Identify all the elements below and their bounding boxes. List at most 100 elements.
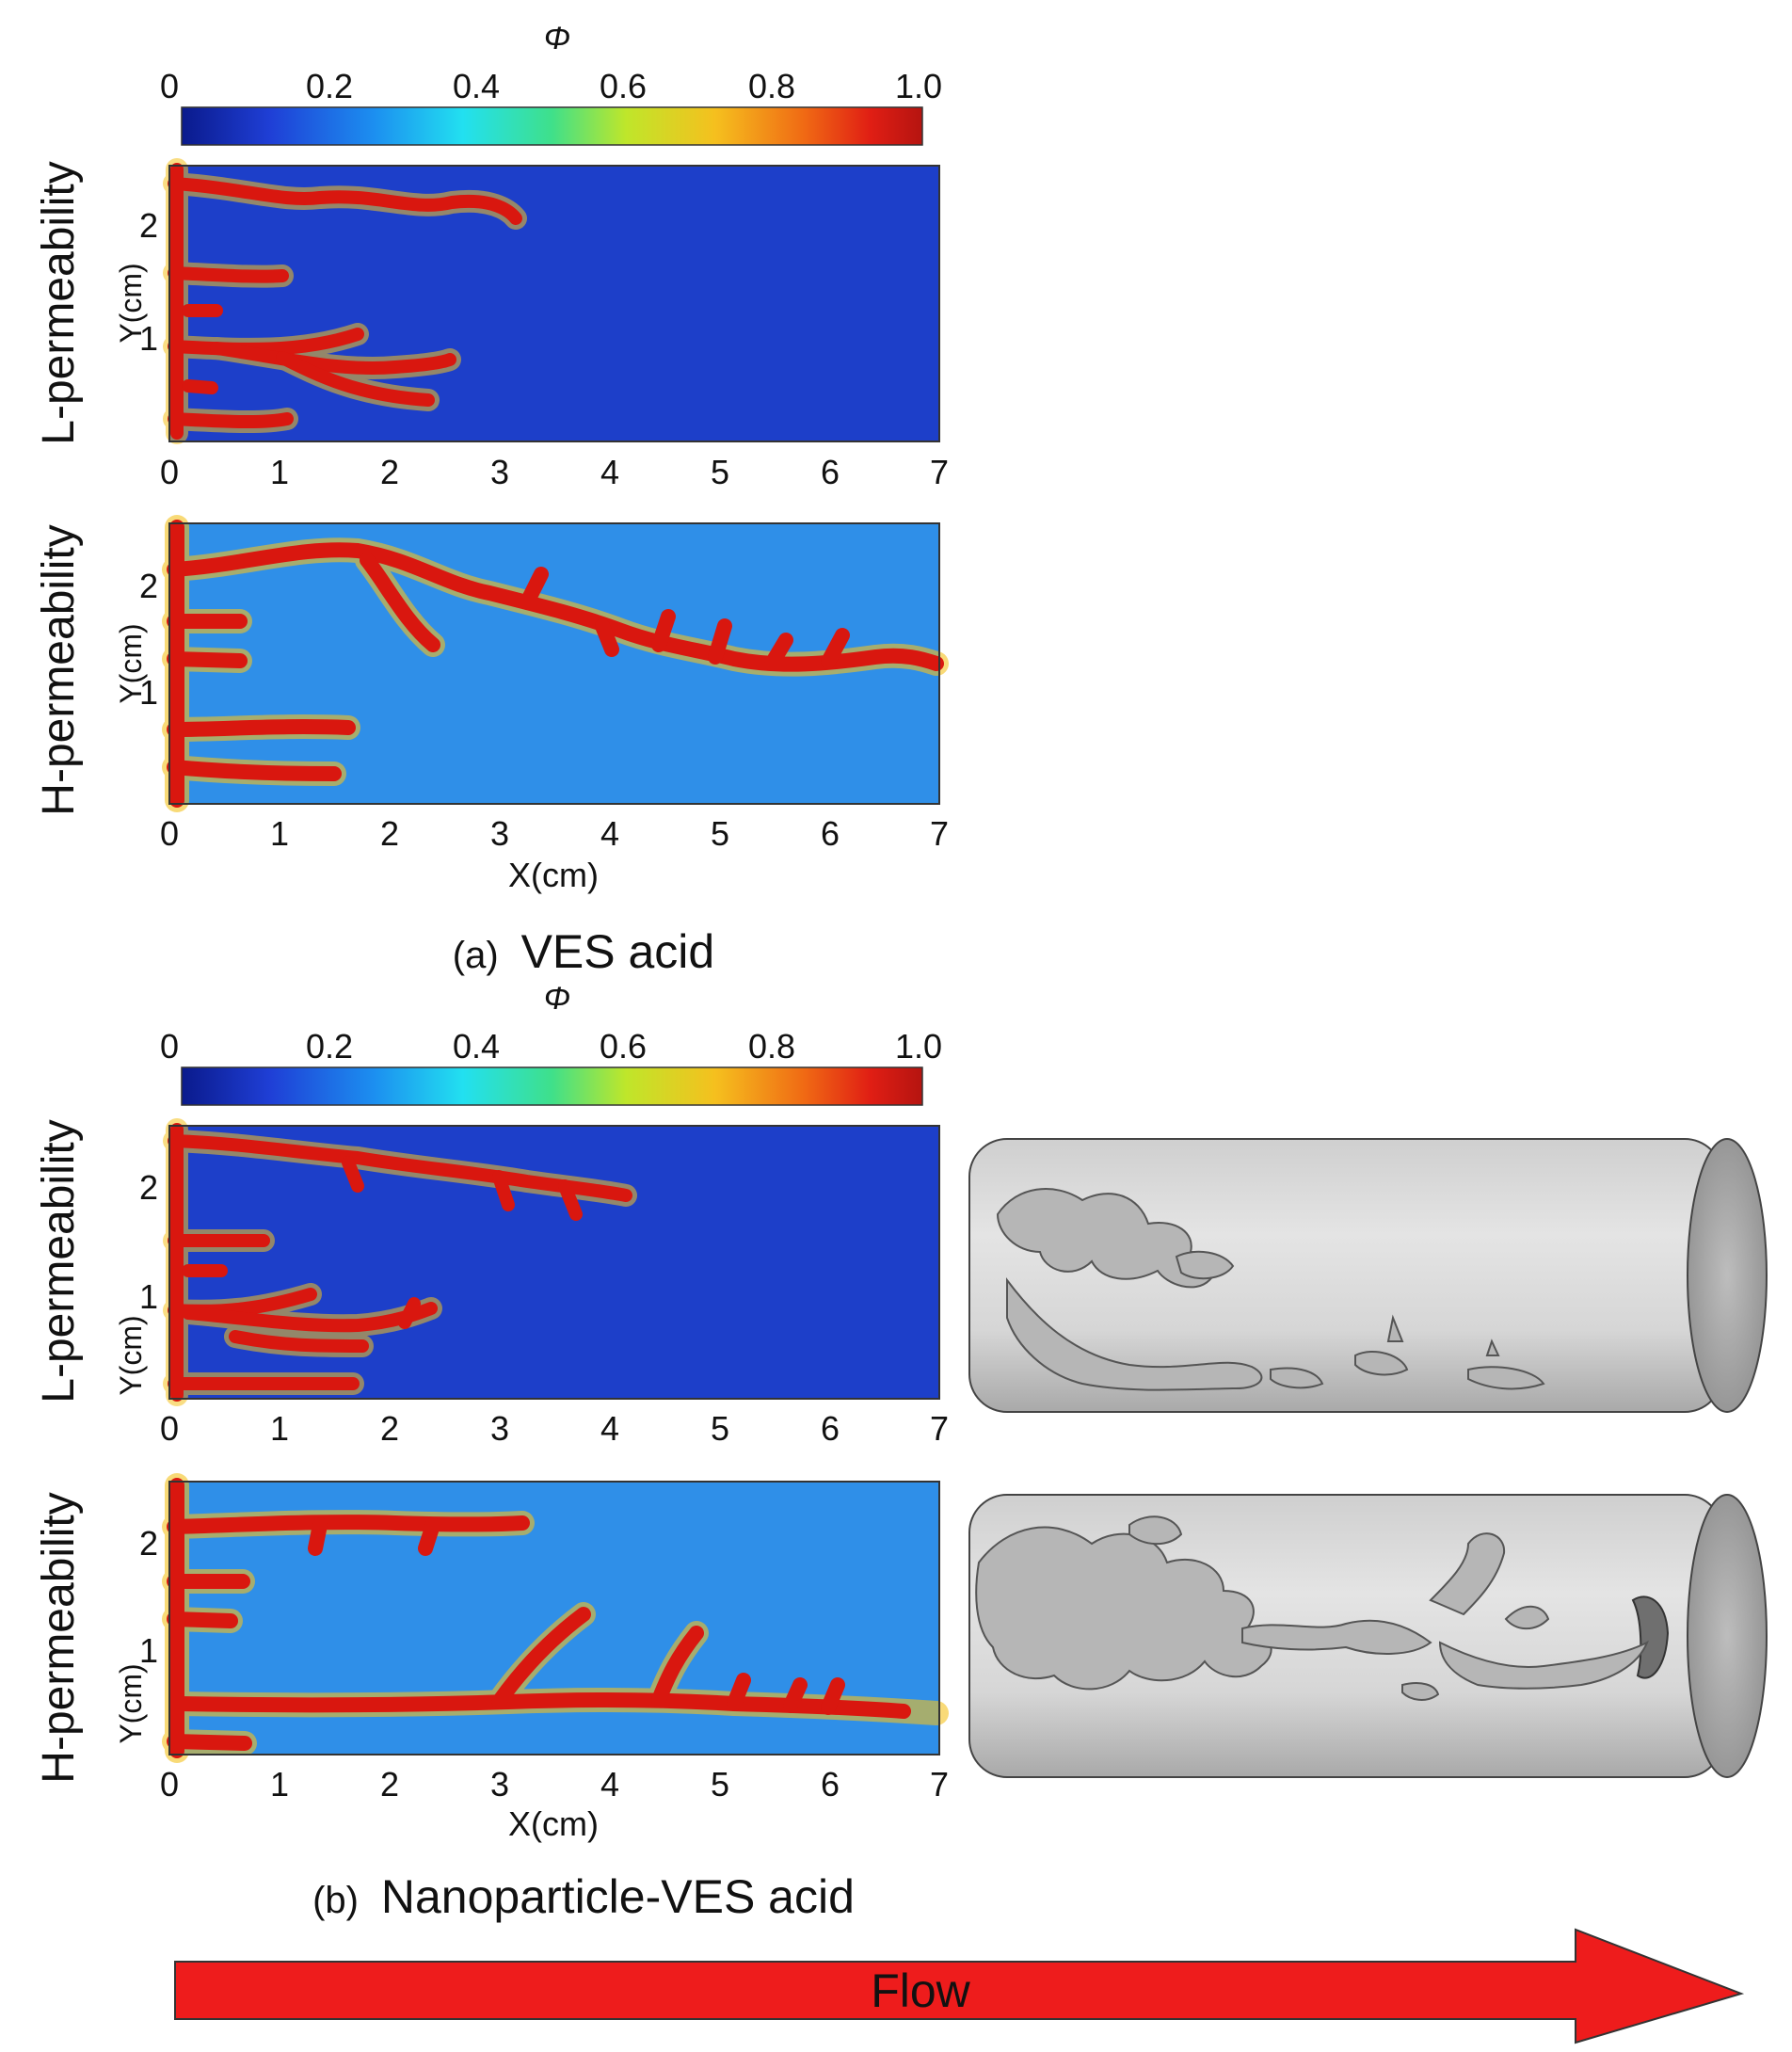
wormhole-surface	[996, 1188, 1545, 1391]
flow-arrow: Flow	[174, 1928, 1745, 2044]
map-b-low-permeability	[163, 1118, 940, 1406]
y-axis-label: Y(cm)	[114, 623, 148, 703]
flow-label: Flow	[871, 1964, 970, 2017]
y-tick-label: 1	[139, 673, 158, 712]
x-tick-label: 6	[821, 1409, 840, 1448]
colorbar-tick-label: 0.4	[453, 1027, 500, 1066]
y-tick-label: 2	[139, 1524, 158, 1563]
x-tick-label: 6	[821, 1765, 840, 1804]
x-tick-label: 1	[270, 1409, 289, 1448]
panel-a: Φ 0 0.2 0.4 0.6 0.8 1.0	[34, 21, 949, 978]
x-tick-label: 4	[600, 814, 619, 853]
map-background	[169, 166, 939, 441]
colorbar-tick-label: 0.4	[453, 67, 500, 105]
wormhole-channels	[163, 158, 527, 444]
y-tick-label: 1	[139, 1277, 158, 1316]
x-tick-label: 5	[711, 1765, 729, 1804]
map-frame	[168, 1125, 940, 1400]
x-tick-label: 6	[821, 453, 840, 491]
x-tick-label: 0	[160, 1409, 179, 1448]
colorbar-gradient	[181, 1066, 923, 1106]
y-tick-label: 1	[139, 319, 158, 358]
map-frame	[168, 1481, 940, 1755]
x-tick-label: 4	[600, 1765, 619, 1804]
colorbar-tick-label: 0.8	[748, 1027, 795, 1066]
caption-a: (a) VES acid	[453, 925, 714, 978]
x-tick-label: 2	[380, 1765, 399, 1804]
x-tick-label: 7	[930, 1765, 949, 1804]
map-frame	[168, 165, 940, 442]
cylinder-high-permeability	[968, 1494, 1768, 1778]
y-tick-label: 2	[139, 567, 158, 605]
colorbar-tick-label: 0.8	[748, 67, 795, 105]
x-tick-label: 0	[160, 1765, 179, 1804]
axes-b: 0 1 2 3 4 5 6 7 1 2 Y(cm) L-permeability…	[34, 1119, 949, 1843]
x-tick-label: 3	[490, 814, 509, 853]
y-axis-label: Y(cm)	[114, 1663, 148, 1743]
x-tick-label: 1	[270, 1765, 289, 1804]
x-axis-label: X(cm)	[508, 1804, 599, 1843]
cylinder-low-permeability	[968, 1138, 1768, 1413]
y-tick-label: 2	[139, 1168, 158, 1207]
x-tick-label: 2	[380, 1409, 399, 1448]
panel-b: Φ 0 0.2 0.4 0.6 0.8 1.0	[34, 981, 1768, 1923]
x-tick-label: 5	[711, 814, 729, 853]
colorbar-tick-label: 0	[160, 67, 179, 105]
colorbar-tick-label: 1.0	[895, 1027, 942, 1066]
x-tick-label: 3	[490, 453, 509, 491]
wormhole-channels	[163, 1118, 637, 1406]
row-label-low: L-permeability	[34, 1119, 84, 1403]
x-tick-label: 7	[930, 1409, 949, 1448]
y-axis-label: Y(cm)	[114, 263, 148, 343]
x-tick-label: 0	[160, 453, 179, 491]
caption-prefix: (b)	[312, 1880, 359, 1921]
caption-prefix: (a)	[453, 935, 499, 976]
map-background	[169, 1126, 939, 1399]
colorbar-tick-label: 0.2	[306, 1027, 353, 1066]
map-frame	[168, 522, 940, 805]
x-tick-label: 4	[600, 453, 619, 491]
core-end-cap	[1687, 1494, 1768, 1778]
x-tick-label: 1	[270, 453, 289, 491]
wormhole-surface	[975, 1515, 1649, 1701]
caption-text: Nanoparticle-VES acid	[381, 1870, 855, 1923]
x-tick-label: 6	[821, 814, 840, 853]
wormhole-channels	[162, 515, 949, 812]
colorbar-tick-label: 0.2	[306, 67, 353, 105]
colorbar-a: Φ 0 0.2 0.4 0.6 0.8 1.0	[160, 21, 942, 146]
colorbar-tick-label: 0.6	[600, 1027, 647, 1066]
x-tick-label: 0	[160, 814, 179, 853]
flow-arrow-shape	[174, 1928, 1745, 2044]
y-tick-label: 2	[139, 206, 158, 245]
colorbar-tick-label: 0.6	[600, 67, 647, 105]
x-tick-label: 2	[380, 814, 399, 853]
colorbar-b: Φ 0 0.2 0.4 0.6 0.8 1.0	[160, 981, 942, 1106]
row-label-high: H-permeability	[34, 524, 84, 815]
core-end-cap	[1687, 1138, 1768, 1413]
x-axis-label: X(cm)	[508, 856, 599, 894]
y-axis-label: Y(cm)	[114, 1315, 148, 1395]
core-outlet-breakthrough	[1631, 1595, 1670, 1679]
x-tick-label: 7	[930, 453, 949, 491]
row-label-low: L-permeability	[34, 161, 84, 444]
x-tick-label: 3	[490, 1765, 509, 1804]
x-tick-label: 2	[380, 453, 399, 491]
caption-b: (b) Nanoparticle-VES acid	[312, 1870, 855, 1923]
row-label-high: H-permeability	[34, 1492, 84, 1783]
map-a-low-permeability	[163, 158, 940, 444]
colorbar-tick-label: 1.0	[895, 67, 942, 105]
x-tick-label: 7	[930, 814, 949, 853]
y-tick-label: 1	[139, 1631, 158, 1670]
svg-text:(b) Nanoparticle-VES a: (b) Nanoparticle-VES acid	[312, 1870, 855, 1923]
map-a-high-permeability	[162, 515, 949, 812]
svg-text:(a) VES acid: (a) VES acid	[453, 925, 714, 978]
colorbar-gradient	[181, 106, 923, 146]
x-tick-label: 3	[490, 1409, 509, 1448]
colorbar-symbol: Φ	[544, 981, 570, 1017]
axes-a: 0 1 2 3 4 5 6 7 1 2 Y(cm) L-permeability…	[34, 161, 949, 894]
x-tick-label: 5	[711, 453, 729, 491]
map-b-high-permeability	[162, 1473, 949, 1763]
caption-text: VES acid	[521, 925, 715, 978]
wormhole-channels	[162, 1473, 949, 1763]
